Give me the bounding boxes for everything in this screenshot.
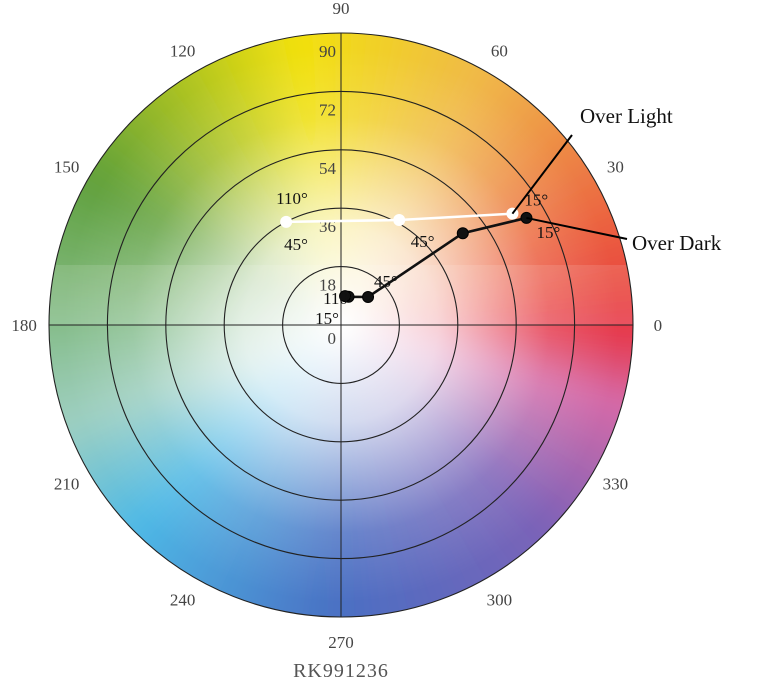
angle-tick-label: 60 [491,42,508,61]
point-label: 45° [411,232,435,251]
radial-tick-label: 72 [319,100,336,119]
radial-tick-label: 18 [319,276,336,295]
angle-tick-label: 90 [333,0,350,18]
series-point [456,227,469,240]
point-label: 15° [524,191,548,210]
series-label-over-dark: Over Dark [632,231,722,255]
callout-line-over-light [511,134,573,215]
point-label: 110° [276,189,308,208]
radial-tick-label: 0 [328,329,337,348]
point-label: 15° [315,309,339,328]
callout-line-over-dark [526,216,628,240]
series-point [393,214,406,227]
data-series: 15°110°15°45°45°110°45°15° [276,134,628,328]
series-point [280,215,293,228]
angle-tick-label: 0 [654,316,663,335]
angle-tick-label: 30 [607,158,624,177]
series-point [339,290,352,303]
point-label: 45° [374,272,398,291]
angle-tick-label: 150 [54,158,80,177]
radial-tick-label: 54 [319,159,337,178]
point-label: 15° [536,223,560,242]
color-wheel-background [49,33,633,617]
angle-tick-label: 210 [54,474,80,493]
angle-tick-label: 270 [328,633,354,652]
series-point [362,290,375,303]
angle-tick-label: 240 [170,590,196,609]
angle-tick-label: 180 [11,316,37,335]
angle-tick-label: 330 [603,474,629,493]
angle-tick-label: 120 [170,42,196,61]
angle-tick-label: 300 [487,590,513,609]
point-label: 45° [284,235,308,254]
radial-tick-label: 90 [319,42,336,61]
series-label-over-light: Over Light [580,104,673,128]
footer-code: RK991236 [293,660,389,682]
point-label: 110° [323,289,355,308]
polar-grid [48,32,634,618]
